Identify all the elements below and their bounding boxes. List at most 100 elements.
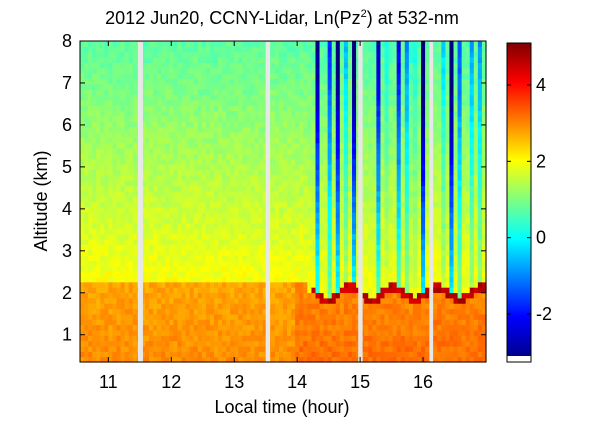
heatmap-cell [230, 174, 235, 181]
heatmap-cell [319, 126, 325, 133]
heatmap-cell [80, 89, 85, 96]
heatmap-cell [128, 319, 134, 326]
heatmap-cell [201, 51, 207, 58]
heatmap-cell [323, 228, 329, 235]
heatmap-cell [343, 89, 349, 96]
heatmap-cell [404, 271, 410, 277]
heatmap-cell [242, 115, 248, 122]
heatmap-cell [384, 217, 390, 224]
heatmap-cell [100, 180, 105, 187]
heatmap-cell [364, 212, 369, 219]
heatmap-cell [124, 105, 130, 112]
heatmap-cell [303, 276, 308, 283]
heatmap-cell [108, 217, 114, 224]
heatmap-cell [262, 335, 268, 342]
heatmap-cell [201, 83, 207, 90]
heatmap-cell [100, 185, 105, 192]
heatmap-cell [287, 126, 292, 133]
heatmap-cell [396, 313, 402, 320]
heatmap-cell [80, 51, 85, 58]
heatmap-cell [299, 217, 304, 224]
heatmap-cell [311, 255, 317, 261]
heatmap-cell [96, 329, 101, 336]
heatmap-cell [161, 287, 166, 294]
heatmap-cell [213, 233, 219, 240]
heatmap-cell [287, 351, 292, 358]
heatmap-cell [380, 217, 386, 224]
heatmap-cell [364, 196, 369, 203]
heatmap-cell [291, 222, 296, 229]
heatmap-cell [246, 169, 252, 176]
heatmap-cell [157, 94, 162, 101]
heatmap-cell [173, 46, 179, 53]
heatmap-cell [181, 329, 187, 336]
heatmap-cell [177, 319, 183, 326]
heatmap-cell [92, 169, 97, 176]
heatmap-cell [165, 115, 170, 122]
heatmap-cell [88, 62, 93, 69]
heatmap-cell [319, 73, 325, 80]
heatmap-cell [299, 212, 304, 219]
heatmap-cell [209, 265, 215, 272]
heatmap-cell [197, 153, 203, 160]
heatmap-cell [165, 99, 170, 106]
heatmap-cell [319, 67, 325, 74]
heatmap-cell [100, 110, 105, 117]
heatmap-cell [299, 287, 304, 294]
heatmap-cell [92, 180, 97, 187]
heatmap-cell [226, 313, 231, 320]
heatmap-cell [303, 121, 308, 128]
heatmap-cell [128, 169, 134, 176]
heatmap-cell [120, 228, 126, 235]
heatmap-cell [108, 46, 114, 53]
heatmap-cell [80, 185, 85, 192]
heatmap-cell [177, 148, 183, 154]
heatmap-cell [92, 126, 97, 133]
heatmap-cell [80, 99, 85, 106]
heatmap-cell [234, 217, 239, 224]
heatmap-cell [412, 265, 418, 272]
heatmap-cell [331, 287, 337, 294]
heatmap-cell [331, 180, 337, 187]
heatmap-cell [315, 67, 321, 74]
heatmap-cell [315, 206, 321, 213]
heatmap-cell [116, 89, 122, 96]
heatmap-cell [116, 292, 122, 299]
heatmap-cell [144, 196, 150, 203]
heatmap-cell [396, 356, 402, 363]
heatmap-cell [291, 67, 296, 74]
heatmap-cell [319, 180, 325, 187]
heatmap-cell [404, 217, 410, 224]
heatmap-cell [287, 158, 292, 165]
heatmap-cell [116, 319, 122, 326]
heatmap-cell [218, 131, 223, 138]
heatmap-cell [96, 260, 101, 267]
heatmap-cell [100, 174, 105, 181]
heatmap-cell [218, 212, 223, 219]
heatmap-cell [315, 212, 321, 219]
heatmap-cell [120, 287, 126, 294]
heatmap-cell [372, 153, 377, 160]
heatmap-cell [124, 297, 130, 304]
heatmap-cell [323, 340, 329, 347]
heatmap-cell [218, 222, 223, 229]
heatmap-cell [169, 196, 174, 203]
heatmap-cell [412, 249, 418, 256]
heatmap-cell [149, 174, 154, 181]
heatmap-cell [339, 281, 345, 288]
heatmap-cell [185, 131, 191, 138]
heatmap-cell [173, 57, 179, 63]
heatmap-cell [343, 137, 349, 144]
heatmap-cell [222, 265, 227, 272]
heatmap-cell [144, 174, 150, 181]
heatmap-cell [124, 340, 130, 347]
heatmap-cell [254, 217, 260, 224]
heatmap-cell [157, 41, 162, 47]
heatmap-cell [209, 110, 215, 117]
heatmap-cell [100, 78, 105, 85]
heatmap-cell [124, 148, 130, 154]
heatmap-cell [274, 351, 280, 358]
heatmap-cell [270, 260, 276, 267]
heatmap-cell [132, 121, 138, 128]
heatmap-cell [311, 110, 317, 117]
